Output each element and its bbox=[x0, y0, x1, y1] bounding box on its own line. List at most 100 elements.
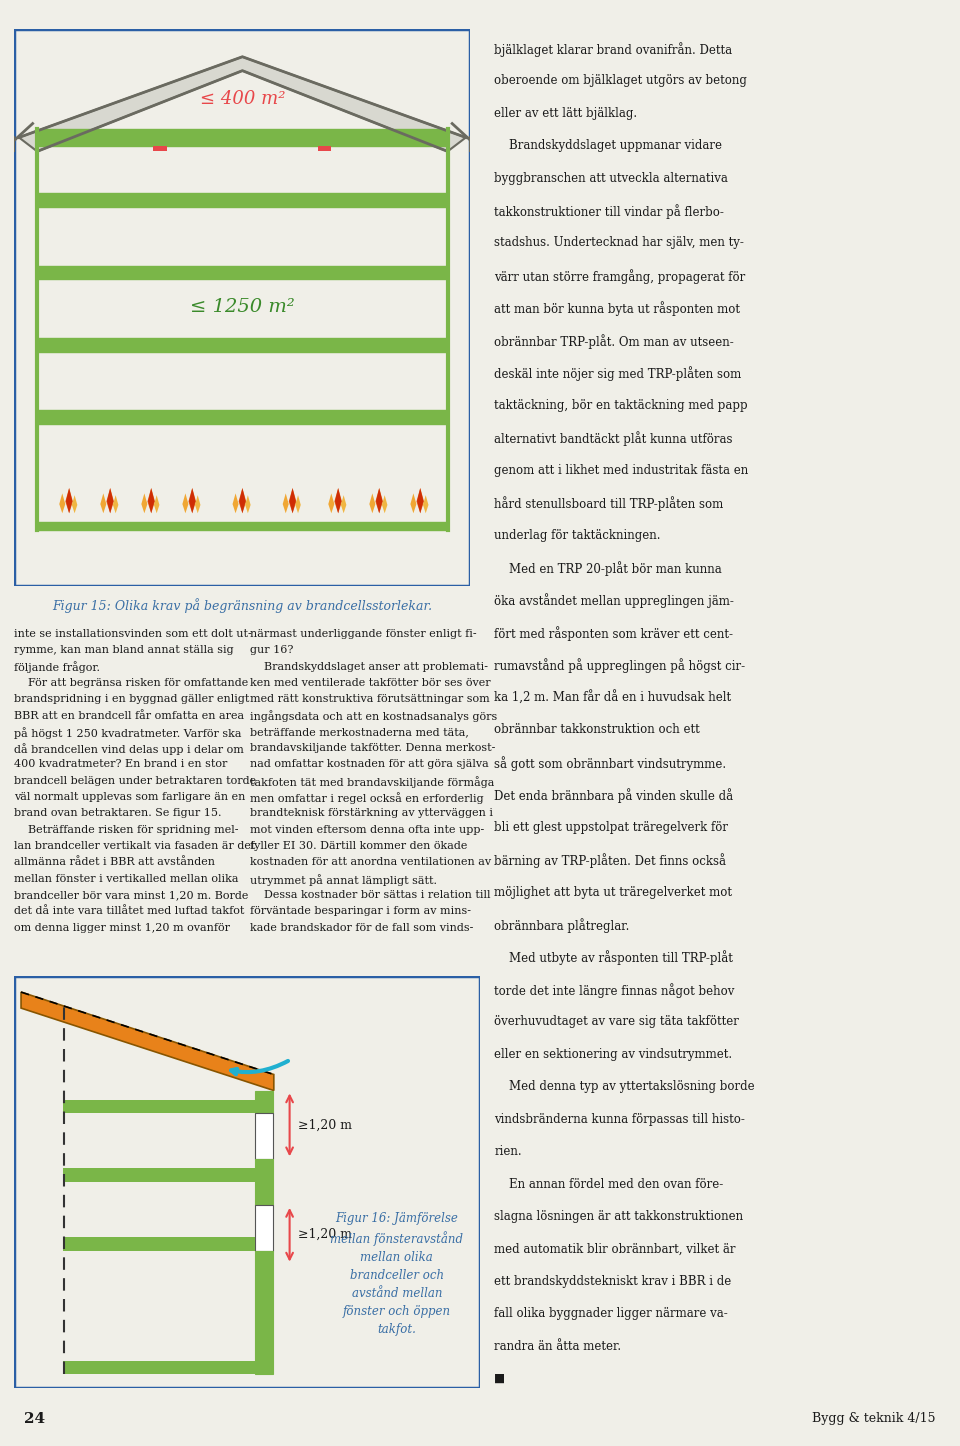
Text: takkonstruktioner till vindar på flerbo-: takkonstruktioner till vindar på flerbo- bbox=[494, 204, 724, 218]
Text: värr utan större framgång, propagerat för: värr utan större framgång, propagerat fö… bbox=[494, 269, 746, 283]
Text: byggbranschen att utveckla alternativa: byggbranschen att utveckla alternativa bbox=[494, 172, 729, 185]
Text: Med denna typ av yttertakslösning borde: Med denna typ av yttertakslösning borde bbox=[494, 1080, 755, 1093]
Polygon shape bbox=[154, 495, 159, 513]
Bar bbox=[254, 1160, 273, 1205]
Polygon shape bbox=[423, 495, 428, 513]
Polygon shape bbox=[72, 495, 78, 513]
Polygon shape bbox=[141, 493, 148, 513]
Text: 400 kvadratmeter? En brand i en stor: 400 kvadratmeter? En brand i en stor bbox=[14, 759, 228, 769]
Text: ≤ 1250 m²: ≤ 1250 m² bbox=[190, 298, 295, 317]
Text: Med en TRP 20-plåt bör man kunna: Med en TRP 20-plåt bör man kunna bbox=[494, 561, 722, 576]
Polygon shape bbox=[417, 489, 423, 513]
Polygon shape bbox=[19, 56, 466, 152]
Text: men omfattar i regel också en erforderlig: men omfattar i regel också en erforderli… bbox=[250, 792, 483, 804]
Text: brand ovan betraktaren. Se figur 15.: brand ovan betraktaren. Se figur 15. bbox=[14, 808, 222, 818]
Text: nad omfattar kostnaden för att göra själva: nad omfattar kostnaden för att göra själ… bbox=[250, 759, 489, 769]
Text: beträffande merkostnaderna med täta,: beträffande merkostnaderna med täta, bbox=[250, 727, 468, 737]
Text: vindsbränderna kunna förpassas till histo-: vindsbränderna kunna förpassas till hist… bbox=[494, 1112, 745, 1125]
Text: närmast underliggande fönster enligt fi-: närmast underliggande fönster enligt fi- bbox=[250, 629, 476, 639]
Text: följande frågor.: följande frågor. bbox=[14, 662, 101, 674]
Text: då brandcellen vind delas upp i delar om: då brandcellen vind delas upp i delar om bbox=[14, 743, 244, 755]
Polygon shape bbox=[328, 493, 334, 513]
Polygon shape bbox=[21, 992, 274, 1090]
Polygon shape bbox=[375, 487, 383, 513]
Text: rymme, kan man bland annat ställa sig: rymme, kan man bland annat ställa sig bbox=[14, 645, 234, 655]
Text: fall olika byggnader ligger närmare va-: fall olika byggnader ligger närmare va- bbox=[494, 1307, 728, 1320]
Polygon shape bbox=[113, 495, 118, 513]
Text: att man bör kunna byta ut råsponten mot: att man bör kunna byta ut råsponten mot bbox=[494, 301, 740, 317]
Text: med rätt konstruktiva förutsättningar som: med rätt konstruktiva förutsättningar so… bbox=[250, 694, 490, 704]
Text: obrännbar TRP-plåt. Om man av utseen-: obrännbar TRP-plåt. Om man av utseen- bbox=[494, 334, 734, 348]
Polygon shape bbox=[189, 489, 196, 513]
Polygon shape bbox=[65, 487, 73, 513]
Text: överhuvudtaget av vare sig täta takfötter: överhuvudtaget av vare sig täta takfötte… bbox=[494, 1015, 739, 1028]
Text: bjälklaget klarar brand ovanifrån. Detta: bjälklaget klarar brand ovanifrån. Detta bbox=[494, 42, 732, 56]
Text: En annan fördel med den ovan före-: En annan fördel med den ovan före- bbox=[494, 1177, 724, 1190]
Text: förväntade besparingar i form av mins-: förväntade besparingar i form av mins- bbox=[250, 907, 470, 917]
Polygon shape bbox=[232, 493, 239, 513]
Text: stadshus. Undertecknad har själv, men ty-: stadshus. Undertecknad har själv, men ty… bbox=[494, 237, 744, 250]
Text: Brandskyddslaget anser att problemati-: Brandskyddslaget anser att problemati- bbox=[250, 662, 488, 671]
Text: ka 1,2 m. Man får då en i huvudsak helt: ka 1,2 m. Man får då en i huvudsak helt bbox=[494, 691, 732, 704]
Text: taktäckning, bör en taktäckning med papp: taktäckning, bör en taktäckning med papp bbox=[494, 399, 748, 412]
Text: Det enda brännbara på vinden skulle då: Det enda brännbara på vinden skulle då bbox=[494, 788, 733, 803]
Polygon shape bbox=[107, 489, 113, 513]
Text: mellan fönster i vertikalled mellan olika: mellan fönster i vertikalled mellan olik… bbox=[14, 873, 239, 884]
Text: hård stenullsboard till TRP-plåten som: hård stenullsboard till TRP-plåten som bbox=[494, 496, 724, 510]
Polygon shape bbox=[107, 487, 114, 513]
Text: fyller EI 30. Därtill kommer den ökade: fyller EI 30. Därtill kommer den ökade bbox=[250, 842, 467, 852]
Text: Brandskyddslaget uppmanar vidare: Brandskyddslaget uppmanar vidare bbox=[494, 139, 723, 152]
Text: alternativt bandtäckt plåt kunna utföras: alternativt bandtäckt plåt kunna utföras bbox=[494, 431, 732, 445]
Text: om denna ligger minst 1,20 m ovanför: om denna ligger minst 1,20 m ovanför bbox=[14, 923, 230, 933]
Polygon shape bbox=[60, 493, 65, 513]
Bar bbox=[62, 1168, 254, 1183]
Polygon shape bbox=[382, 495, 388, 513]
Polygon shape bbox=[282, 493, 289, 513]
Polygon shape bbox=[289, 487, 297, 513]
Text: ken med ventilerade takfötter bör ses över: ken med ventilerade takfötter bör ses öv… bbox=[250, 678, 491, 688]
Text: torde det inte längre finnas något behov: torde det inte längre finnas något behov bbox=[494, 983, 734, 998]
Text: bli ett glest uppstolpat träregelverk för: bli ett glest uppstolpat träregelverk fö… bbox=[494, 820, 729, 833]
Text: rien.: rien. bbox=[494, 1145, 522, 1158]
Bar bbox=[254, 1090, 273, 1113]
Text: med automatik blir obrännbart, vilket är: med automatik blir obrännbart, vilket är bbox=[494, 1242, 736, 1255]
Bar bbox=[254, 1113, 273, 1160]
Polygon shape bbox=[341, 495, 347, 513]
Polygon shape bbox=[245, 495, 251, 513]
Text: så gott som obrännbart vindsutrymme.: så gott som obrännbart vindsutrymme. bbox=[494, 756, 727, 771]
Polygon shape bbox=[410, 493, 417, 513]
Text: lan brandceller vertikalt via fasaden är det: lan brandceller vertikalt via fasaden är… bbox=[14, 842, 255, 852]
Text: allmänna rådet i BBR att avstånden: allmänna rådet i BBR att avstånden bbox=[14, 857, 215, 868]
Polygon shape bbox=[148, 487, 155, 513]
Text: öka avståndet mellan uppreglingen jäm-: öka avståndet mellan uppreglingen jäm- bbox=[494, 593, 734, 609]
Polygon shape bbox=[100, 493, 107, 513]
Text: mot vinden eftersom denna ofta inte upp-: mot vinden eftersom denna ofta inte upp- bbox=[250, 824, 484, 834]
Text: obrännbara plåtreglar.: obrännbara plåtreglar. bbox=[494, 918, 630, 933]
Text: brandcell belägen under betraktaren torde: brandcell belägen under betraktaren tord… bbox=[14, 777, 256, 785]
Text: oberoende om bjälklaget utgörs av betong: oberoende om bjälklaget utgörs av betong bbox=[494, 74, 747, 87]
Bar bbox=[62, 1238, 254, 1251]
Text: möjlighet att byta ut träregelverket mot: möjlighet att byta ut träregelverket mot bbox=[494, 885, 732, 898]
Bar bbox=[254, 1205, 273, 1251]
Polygon shape bbox=[195, 495, 201, 513]
Bar bbox=[318, 146, 331, 152]
Text: ■: ■ bbox=[494, 1372, 506, 1385]
Text: kostnaden för att anordna ventilationen av: kostnaden för att anordna ventilationen … bbox=[250, 857, 491, 868]
Polygon shape bbox=[417, 487, 424, 513]
Text: gur 16?: gur 16? bbox=[250, 645, 293, 655]
Polygon shape bbox=[239, 487, 246, 513]
Text: på högst 1 250 kvadratmeter. Varför ska: på högst 1 250 kvadratmeter. Varför ska bbox=[14, 727, 242, 739]
Text: eller av ett lätt bjälklag.: eller av ett lätt bjälklag. bbox=[494, 107, 637, 120]
Polygon shape bbox=[335, 489, 342, 513]
Text: utrymmet på annat lämpligt sätt.: utrymmet på annat lämpligt sätt. bbox=[250, 873, 437, 885]
Polygon shape bbox=[148, 489, 155, 513]
Text: takfoten tät med brandavskiljande förmåga: takfoten tät med brandavskiljande förmåg… bbox=[250, 777, 494, 788]
Text: ett brandskyddstekniskt krav i BBR i de: ett brandskyddstekniskt krav i BBR i de bbox=[494, 1275, 732, 1288]
Text: randra än åtta meter.: randra än åtta meter. bbox=[494, 1340, 621, 1353]
Text: Med utbyte av råsponten till TRP-plåt: Med utbyte av råsponten till TRP-plåt bbox=[494, 950, 733, 966]
Text: rumavstånd på uppreglingen på högst cir-: rumavstånd på uppreglingen på högst cir- bbox=[494, 658, 746, 674]
Text: obrännbar takkonstruktion och ett: obrännbar takkonstruktion och ett bbox=[494, 723, 700, 736]
Text: brandavskiljande takfötter. Denna merkost-: brandavskiljande takfötter. Denna merkos… bbox=[250, 743, 495, 753]
Polygon shape bbox=[239, 489, 246, 513]
Text: ≥1,20 m: ≥1,20 m bbox=[298, 1228, 352, 1241]
